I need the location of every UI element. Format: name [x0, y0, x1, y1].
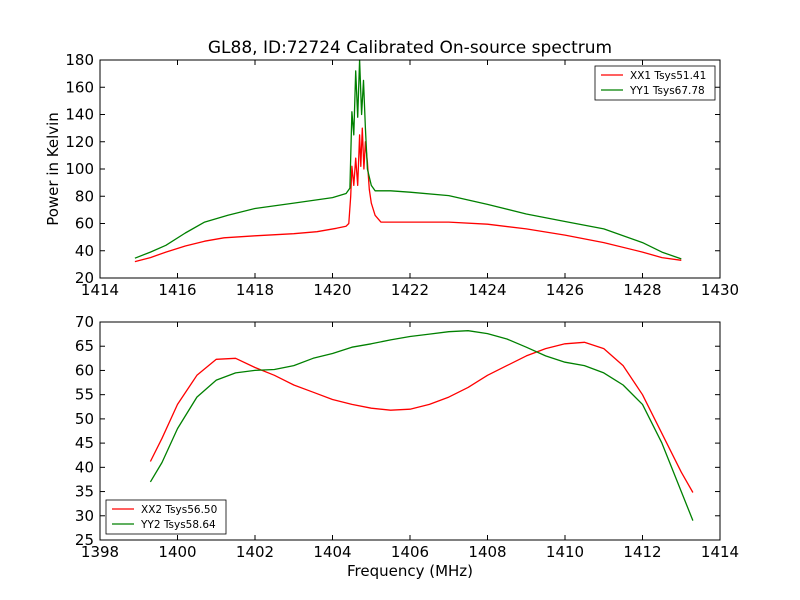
top-plot: 1414 1416 1418 1420 1422 1424 1426 1428 1430 20 40… [44, 51, 739, 299]
bottom-series-line-1 [149, 341, 694, 493]
bottom-legend-box [105, 499, 227, 535]
bottom-x-tick-label: 1414 [701, 543, 739, 561]
top-x-tick-label: 1416 [158, 281, 196, 299]
top-y-tick-label: 180 [65, 51, 94, 69]
bottom-x-tick-label: 1412 [623, 543, 661, 561]
bottom-series-line-2 [149, 330, 694, 521]
bottom-plot: 1398 1400 1402 1404 1406 1408 1410 1412 1414 25 30… [75, 313, 739, 580]
bottom-y-tick-label: 45 [75, 434, 94, 452]
bottom-y-tick-label: 60 [75, 361, 94, 379]
bottom-y-tick-label: 65 [75, 337, 94, 355]
top-y-tick-label: 140 [65, 106, 94, 124]
top-x-tick-label: 1420 [313, 281, 351, 299]
bottom-y-tick-label: 70 [75, 313, 94, 331]
top-y-axis-label: Power in Kelvin [44, 112, 62, 226]
bottom-y-tick-label: 40 [75, 458, 94, 476]
top-y-tick-label: 80 [75, 187, 94, 205]
top-x-tick-label: 1426 [546, 281, 584, 299]
bottom-y-tick-label: 50 [75, 410, 94, 428]
bottom-x-tick-label: 1400 [158, 543, 196, 561]
bottom-x-axis-label: Frequency (MHz) [347, 562, 473, 580]
top-x-tick-label: 1428 [623, 281, 661, 299]
bottom-x-tick-label: 1402 [236, 543, 274, 561]
top-legend-box [594, 65, 716, 101]
bottom-x-tick-label: 1410 [546, 543, 584, 561]
top-y-tick-label: 160 [65, 78, 94, 96]
top-x-tick-label: 1424 [468, 281, 506, 299]
top-y-tick-label: 60 [75, 215, 94, 233]
top-legend-label-2: YY1 Tsys67.78 [629, 85, 705, 97]
bottom-y-tick-label: 55 [75, 386, 94, 404]
bottom-y-tick-label: 30 [75, 507, 94, 525]
bottom-legend-label-2: YY2 Tsys58.64 [140, 519, 216, 531]
bottom-x-tick-label: 1406 [391, 543, 429, 561]
bottom-y-tick-label: 25 [75, 531, 94, 549]
top-y-tick-label: 100 [65, 160, 94, 178]
bottom-x-tick-label: 1398 [81, 543, 119, 561]
top-x-tick-label: 1422 [391, 281, 429, 299]
bottom-legend-label-1: XX2 Tsys56.50 [141, 504, 217, 516]
top-y-tick-label: 120 [65, 133, 94, 151]
bottom-x-tick-label: 1404 [313, 543, 351, 561]
top-x-tick-label: 1414 [81, 281, 119, 299]
chart-title: GL88, ID:72724 Calibrated On-source spec… [208, 38, 612, 58]
top-legend-label-1: XX1 Tsys51.41 [630, 70, 706, 82]
bottom-y-tick-label: 35 [75, 483, 94, 501]
top-y-tick-label: 20 [75, 269, 94, 287]
top-y-tick-label: 40 [75, 242, 94, 260]
top-series-line-1 [134, 127, 682, 263]
top-x-tick-label: 1430 [701, 281, 739, 299]
top-series-line-2 [134, 59, 682, 260]
bottom-x-tick-label: 1408 [468, 543, 506, 561]
top-x-tick-label: 1418 [236, 281, 274, 299]
